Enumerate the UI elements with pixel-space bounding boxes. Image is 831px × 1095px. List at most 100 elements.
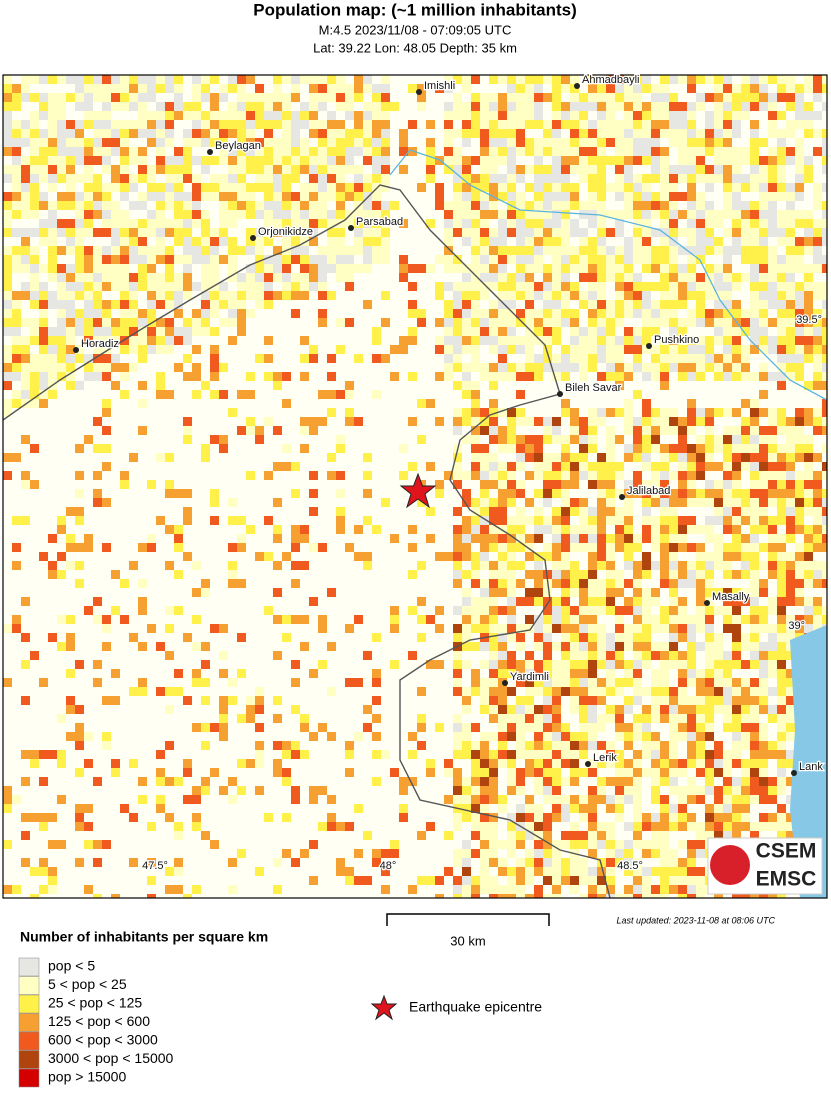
population-cell — [660, 228, 669, 237]
population-cell — [651, 480, 660, 489]
population-cell — [597, 480, 606, 489]
population-cell — [498, 579, 507, 588]
population-cell — [723, 705, 732, 714]
population-cell — [66, 327, 75, 336]
population-cell — [39, 291, 48, 300]
population-cell — [786, 813, 795, 822]
population-cell — [192, 102, 201, 111]
population-cell — [444, 138, 453, 147]
population-cell — [768, 318, 777, 327]
population-cell — [462, 336, 471, 345]
population-cell — [543, 714, 552, 723]
city-dot — [574, 83, 580, 89]
population-cell — [813, 408, 822, 417]
population-cell — [552, 894, 561, 898]
population-cell — [336, 264, 345, 273]
population-cell — [642, 624, 651, 633]
population-cell — [777, 192, 786, 201]
population-cell — [174, 831, 183, 840]
population-cell — [192, 318, 201, 327]
population-cell — [813, 534, 822, 543]
population-cell — [750, 642, 759, 651]
population-cell — [489, 525, 498, 534]
population-cell — [417, 318, 426, 327]
population-cell — [777, 705, 786, 714]
population-cell — [822, 615, 827, 624]
population-cell — [561, 75, 570, 84]
population-cell — [750, 534, 759, 543]
population-cell — [372, 183, 381, 192]
legend-label: 5 < pop < 25 — [48, 976, 127, 992]
population-cell — [750, 327, 759, 336]
population-cell — [624, 543, 633, 552]
population-cell — [651, 93, 660, 102]
population-cell — [696, 714, 705, 723]
population-cell — [363, 156, 372, 165]
population-cell — [363, 75, 372, 84]
population-cell — [534, 624, 543, 633]
population-cell — [624, 840, 633, 849]
population-cell — [255, 93, 264, 102]
population-cell — [39, 201, 48, 210]
population-cell — [336, 318, 345, 327]
population-cell — [624, 246, 633, 255]
population-cell — [597, 786, 606, 795]
population-cell — [237, 192, 246, 201]
population-cell — [453, 570, 462, 579]
population-cell — [138, 678, 147, 687]
population-cell — [660, 669, 669, 678]
population-cell — [30, 444, 39, 453]
population-cell — [561, 498, 570, 507]
population-cell — [147, 894, 156, 898]
population-cell — [21, 858, 30, 867]
population-cell — [291, 273, 300, 282]
population-cell — [678, 426, 687, 435]
population-cell — [804, 543, 813, 552]
population-cell — [552, 327, 561, 336]
population-cell — [615, 210, 624, 219]
population-cell — [183, 246, 192, 255]
population-cell — [489, 336, 498, 345]
population-cell — [30, 318, 39, 327]
lat-label: 39.5° — [796, 314, 822, 326]
population-cell — [804, 480, 813, 489]
population-cell — [93, 597, 102, 606]
population-cell — [768, 642, 777, 651]
population-cell — [3, 93, 12, 102]
population-cell — [597, 327, 606, 336]
population-cell — [165, 813, 174, 822]
population-cell — [750, 579, 759, 588]
population-cell — [606, 714, 615, 723]
population-cell — [372, 327, 381, 336]
population-cell — [21, 174, 30, 183]
population-cell — [426, 264, 435, 273]
population-cell — [498, 255, 507, 264]
population-cell — [516, 480, 525, 489]
population-cell — [786, 750, 795, 759]
population-cell — [471, 570, 480, 579]
population-cell — [93, 894, 102, 898]
population-cell — [480, 705, 489, 714]
population-cell — [237, 84, 246, 93]
population-cell — [723, 813, 732, 822]
population-cell — [624, 723, 633, 732]
population-cell — [732, 174, 741, 183]
population-cell — [408, 570, 417, 579]
population-cell — [642, 615, 651, 624]
population-cell — [795, 597, 804, 606]
population-cell — [57, 264, 66, 273]
population-cell — [264, 93, 273, 102]
population-cell — [498, 120, 507, 129]
population-cell — [435, 894, 444, 898]
population-cell — [507, 525, 516, 534]
population-cell — [777, 345, 786, 354]
population-cell — [156, 219, 165, 228]
population-cell — [480, 561, 489, 570]
population-cell — [750, 507, 759, 516]
population-cell — [282, 255, 291, 264]
population-cell — [606, 408, 615, 417]
population-cell — [498, 894, 507, 898]
population-cell — [174, 183, 183, 192]
population-cell — [579, 354, 588, 363]
population-cell — [786, 219, 795, 228]
